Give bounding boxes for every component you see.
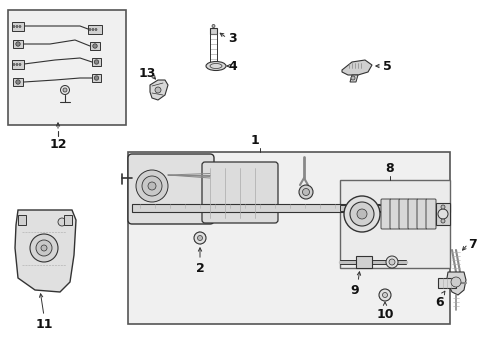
Circle shape	[148, 182, 156, 190]
Bar	[356, 256, 372, 268]
Bar	[92, 58, 101, 66]
Circle shape	[351, 76, 355, 80]
FancyBboxPatch shape	[390, 199, 400, 229]
Circle shape	[16, 26, 18, 27]
Circle shape	[379, 289, 391, 301]
Text: 12: 12	[49, 138, 67, 151]
Bar	[436, 203, 450, 225]
Circle shape	[94, 60, 98, 64]
FancyBboxPatch shape	[408, 199, 418, 229]
Polygon shape	[15, 210, 76, 292]
Bar	[90, 42, 100, 50]
FancyBboxPatch shape	[202, 162, 278, 223]
FancyBboxPatch shape	[128, 154, 214, 224]
Circle shape	[386, 256, 398, 268]
Polygon shape	[447, 272, 466, 295]
Bar	[12, 60, 24, 69]
Text: 9: 9	[351, 284, 359, 297]
Circle shape	[89, 28, 91, 31]
Text: 10: 10	[376, 308, 394, 321]
Circle shape	[58, 218, 66, 226]
Circle shape	[441, 219, 445, 223]
Circle shape	[136, 170, 168, 202]
Circle shape	[92, 28, 94, 31]
FancyBboxPatch shape	[381, 199, 391, 229]
Text: 5: 5	[383, 59, 392, 72]
Circle shape	[389, 259, 395, 265]
Bar	[13, 40, 23, 48]
Circle shape	[16, 63, 18, 66]
Bar	[340, 205, 400, 211]
Text: 3: 3	[228, 32, 237, 45]
Circle shape	[155, 87, 161, 93]
Text: 13: 13	[138, 67, 156, 80]
Circle shape	[344, 196, 380, 232]
Text: 1: 1	[250, 134, 259, 147]
Circle shape	[41, 245, 47, 251]
Circle shape	[13, 26, 15, 27]
Circle shape	[194, 232, 206, 244]
Circle shape	[94, 76, 98, 80]
Bar	[12, 22, 24, 31]
Text: 7: 7	[468, 238, 477, 251]
Bar	[438, 278, 456, 288]
Polygon shape	[350, 75, 358, 82]
Bar	[18, 215, 26, 225]
FancyBboxPatch shape	[210, 28, 217, 34]
Bar	[92, 74, 101, 82]
Ellipse shape	[206, 62, 226, 71]
Circle shape	[441, 205, 445, 209]
Circle shape	[302, 189, 310, 195]
Circle shape	[299, 185, 313, 199]
FancyBboxPatch shape	[426, 199, 436, 229]
Circle shape	[357, 209, 367, 219]
Circle shape	[93, 44, 97, 48]
Circle shape	[451, 277, 461, 287]
Polygon shape	[342, 60, 372, 75]
Circle shape	[197, 235, 202, 240]
Text: 11: 11	[35, 318, 53, 331]
Circle shape	[16, 80, 20, 84]
Circle shape	[60, 86, 70, 95]
FancyBboxPatch shape	[417, 199, 427, 229]
Text: 6: 6	[436, 296, 444, 309]
Bar	[88, 25, 102, 34]
Circle shape	[142, 176, 162, 196]
Circle shape	[212, 24, 215, 27]
Circle shape	[350, 202, 374, 226]
Circle shape	[438, 209, 448, 219]
Circle shape	[63, 88, 67, 92]
Bar	[340, 180, 450, 268]
Circle shape	[36, 240, 52, 256]
Text: 4: 4	[228, 59, 237, 72]
Bar	[13, 78, 23, 86]
Bar	[8, 10, 126, 125]
Polygon shape	[150, 80, 168, 100]
Circle shape	[19, 26, 21, 27]
Circle shape	[383, 292, 388, 297]
Circle shape	[30, 234, 58, 262]
Bar	[64, 215, 72, 225]
Circle shape	[19, 63, 21, 66]
FancyBboxPatch shape	[399, 199, 409, 229]
Circle shape	[13, 63, 15, 66]
Bar	[132, 204, 450, 212]
Circle shape	[16, 42, 20, 46]
Text: 2: 2	[196, 262, 204, 275]
Text: 8: 8	[386, 162, 394, 175]
Circle shape	[95, 28, 97, 31]
Bar	[128, 152, 450, 324]
